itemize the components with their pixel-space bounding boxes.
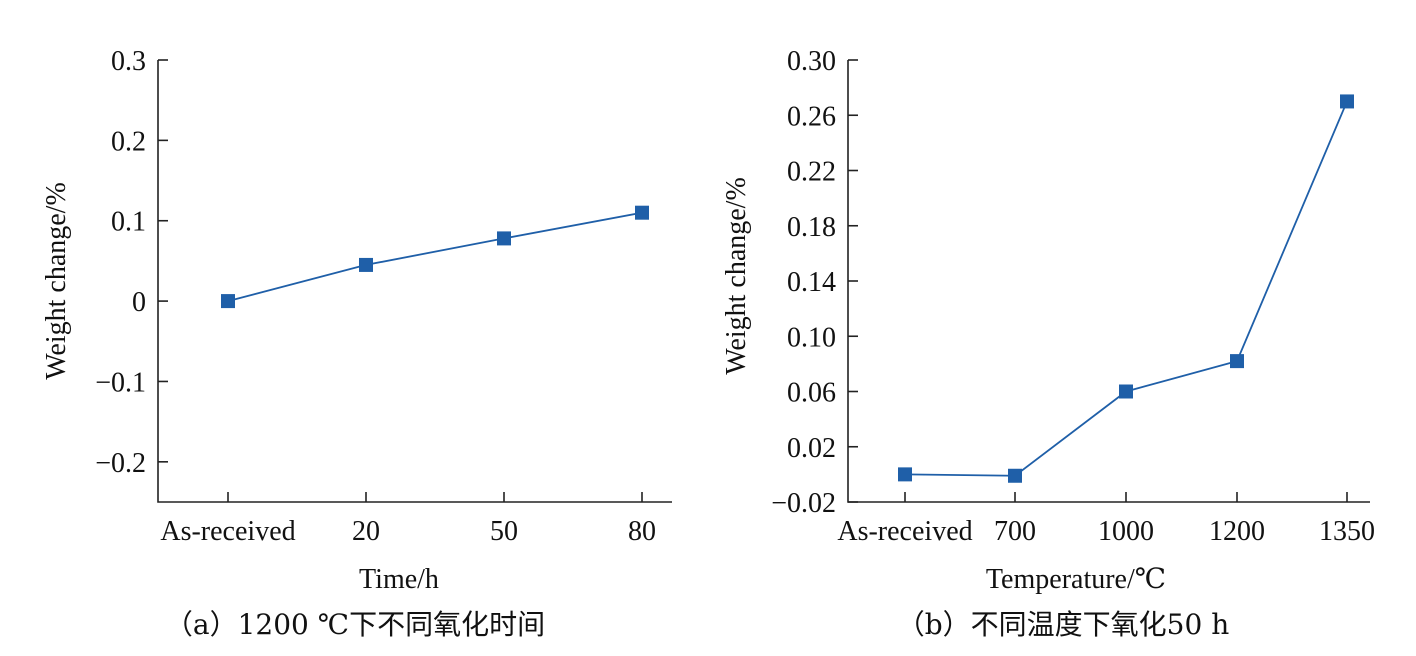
y-tick-label: 0.10 (787, 322, 836, 353)
data-point (1008, 468, 1022, 483)
x-tick-label: 1350 (1319, 516, 1375, 547)
x-tick-label: 1000 (1098, 516, 1154, 547)
x-tick-label: 700 (994, 516, 1036, 547)
y-tick-label: 0.18 (787, 212, 836, 243)
chart-b-x-ticks: As-received 700 1000 1200 1350 (837, 492, 1375, 547)
chart-b-caption: （b）不同温度下氧化50 h (897, 608, 1230, 641)
chart-a-points (221, 205, 649, 309)
chart-b-axes (847, 60, 1370, 503)
chart-a-y-axis-label: Weight change/% (41, 182, 72, 380)
y-tick-label: 0.06 (787, 378, 836, 409)
y-tick-label: −0.1 (95, 367, 146, 398)
x-tick-label: 20 (352, 516, 380, 547)
x-tick-label: 1200 (1209, 516, 1265, 547)
data-point (1340, 94, 1354, 109)
chart-b: 0.30 0.26 0.22 0.18 0.14 0.10 0.06 0.02 −0.02 As… (721, 46, 1375, 641)
data-point (221, 294, 235, 309)
y-tick-label: 0.2 (111, 126, 146, 157)
chart-b-x-axis-label: Temperature/℃ (986, 564, 1166, 595)
x-tick-label: As-received (837, 516, 972, 547)
y-tick-label: 0.3 (111, 46, 146, 77)
data-point (1230, 354, 1244, 369)
chart-a-x-axis-label: Time/h (359, 564, 439, 595)
chart-b-series-line (904, 101, 1348, 477)
chart-a: 0.3 0.2 0.1 0 −0.1 −0.2 As-received 20 50 80 Wei… (41, 46, 672, 641)
data-point (898, 467, 912, 482)
data-point (635, 205, 649, 220)
data-point (497, 231, 511, 246)
y-tick-label: 0.22 (787, 157, 836, 188)
chart-b-y-axis-label: Weight change/% (721, 177, 752, 375)
chart-a-y-ticks: 0.3 0.2 0.1 0 −0.1 −0.2 (95, 46, 168, 479)
data-point (359, 257, 373, 272)
x-tick-label: As-received (160, 516, 295, 547)
y-tick-label: 0.02 (787, 433, 836, 464)
chart-a-axes (157, 60, 672, 503)
y-tick-label: 0.30 (787, 46, 836, 77)
y-tick-label: 0 (132, 287, 146, 318)
chart-b-y-ticks: 0.30 0.26 0.22 0.18 0.14 0.10 0.06 0.02 −0.02 (771, 46, 858, 519)
y-tick-label: 0.14 (787, 267, 836, 298)
y-tick-label: −0.2 (95, 448, 146, 479)
y-tick-label: 0.1 (111, 207, 146, 238)
chart-a-caption: （a）1200 ℃下不同氧化时间 (165, 608, 545, 641)
data-point (1119, 384, 1133, 399)
y-tick-label: −0.02 (771, 488, 836, 519)
x-tick-label: 80 (628, 516, 656, 547)
chart-a-series-line (227, 211, 643, 302)
chart-b-points (898, 94, 1354, 483)
x-tick-label: 50 (490, 516, 518, 547)
chart-a-x-ticks: As-received 20 50 80 (160, 492, 656, 547)
y-tick-label: 0.26 (787, 101, 836, 132)
